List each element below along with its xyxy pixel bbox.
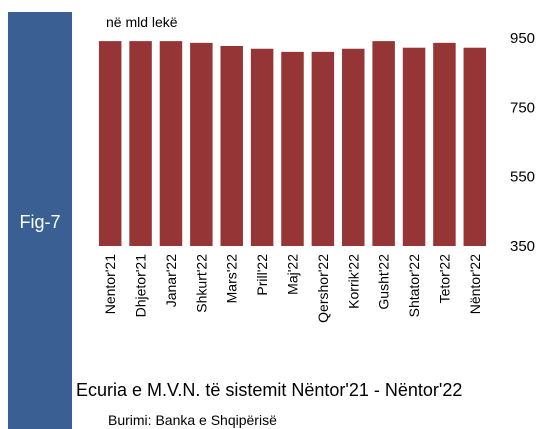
bar <box>342 48 365 246</box>
bar <box>281 51 304 246</box>
x-tick-label: Prill'22 <box>254 254 270 296</box>
y-tick-label: 350 <box>510 238 535 255</box>
bar <box>98 41 122 247</box>
side-label: Fig-7 <box>19 212 60 232</box>
x-tick-label: Nentor'21 <box>102 254 118 314</box>
x-tick-label: Qershor'22 <box>315 254 331 323</box>
bar <box>372 41 395 247</box>
y-tick-label: 750 <box>510 99 535 116</box>
y-tick-label: 550 <box>510 169 535 186</box>
unit-label: në mld lekë <box>106 14 178 30</box>
x-tick-label: Shkurt'22 <box>193 254 209 313</box>
x-tick-label: Tetor'22 <box>436 254 452 304</box>
bar <box>129 41 152 247</box>
bar <box>311 51 335 246</box>
y-tick-label: 950 <box>510 30 535 47</box>
bar <box>190 42 213 246</box>
bar <box>433 42 456 246</box>
bar <box>220 45 243 247</box>
x-tick-label: Shtator'22 <box>406 254 422 318</box>
chart-title: Ecuria e M.V.N. të sistemit Nëntor'21 - … <box>76 380 462 400</box>
bar <box>402 47 426 246</box>
source: Burimi: Banka e Shqipërisë <box>108 412 277 428</box>
x-tick-label: Maj'22 <box>285 254 301 295</box>
x-tick-label: Janar'22 <box>163 254 179 307</box>
x-tick-label: Mars'22 <box>224 254 240 304</box>
x-tick-label: Korrik'22 <box>345 254 361 309</box>
bar <box>250 48 274 246</box>
x-tick-label: Nëntor'22 <box>467 254 483 314</box>
bar <box>463 47 487 246</box>
bar <box>159 41 183 247</box>
x-tick-label: Dhjetor'21 <box>133 254 149 318</box>
x-tick-label: Gusht'22 <box>376 254 392 310</box>
side-band <box>8 12 72 429</box>
